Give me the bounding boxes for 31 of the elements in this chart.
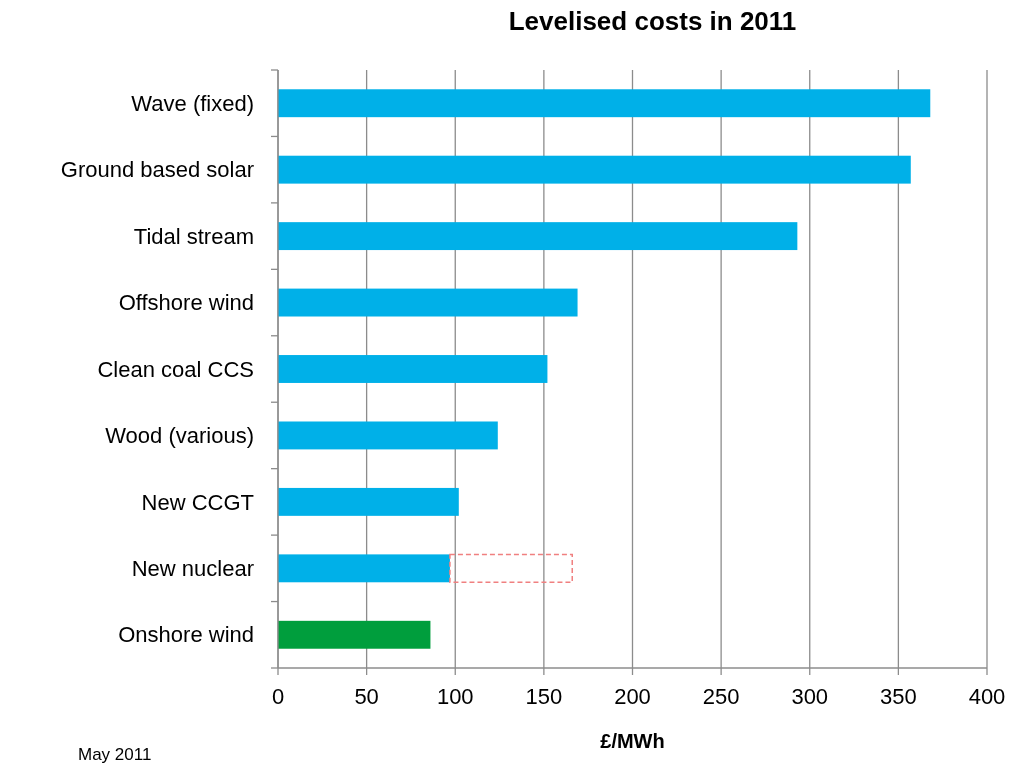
- x-tick-label: 300: [791, 684, 829, 709]
- bar: [278, 421, 498, 450]
- chart-title: Levelised costs in 2011: [508, 6, 797, 36]
- y-tick-label: New CCGT: [141, 489, 254, 515]
- x-tick-label: 350: [880, 684, 917, 709]
- y-tick-label: Offshore wind: [118, 290, 254, 316]
- y-tick-label: Ground based solar: [60, 157, 254, 183]
- x-tick-label: 150: [525, 684, 563, 709]
- bar: [278, 487, 459, 516]
- bar: [278, 89, 931, 118]
- y-tick-label: Wood (various): [105, 423, 254, 449]
- y-tick-label: Tidal stream: [133, 223, 254, 249]
- bar: [278, 355, 548, 383]
- x-axis-title: £/MWh: [600, 730, 665, 752]
- x-tick-label: 50: [354, 684, 379, 709]
- x-tick-label: 100: [436, 684, 474, 709]
- bar: [278, 155, 911, 184]
- y-tick-label: Clean coal CCS: [97, 356, 254, 382]
- x-tick-label: 200: [614, 684, 651, 709]
- x-tick-label: 400: [968, 684, 1006, 709]
- bar: [449, 553, 573, 584]
- x-tick-label: 250: [702, 684, 740, 709]
- text: May 2011: [78, 745, 152, 764]
- x-tick-label: 0: [271, 684, 285, 709]
- bar: [278, 288, 578, 317]
- bar: [278, 620, 431, 649]
- bar: [278, 554, 450, 583]
- y-tick-label: Onshore wind: [118, 622, 254, 648]
- y-tick-label: Wave (fixed): [131, 90, 254, 116]
- y-tick-label: New nuclear: [131, 556, 254, 582]
- bar: [278, 222, 798, 251]
